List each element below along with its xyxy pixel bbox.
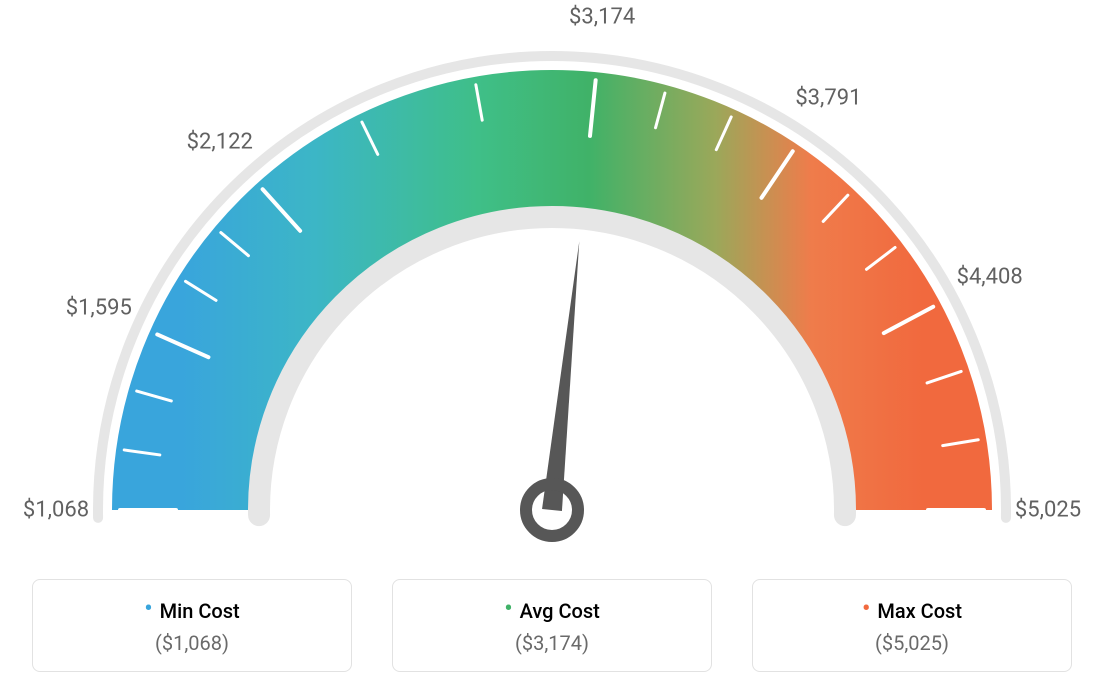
legend-value-avg: ($3,174) <box>393 631 711 655</box>
legend-card-max: • Max Cost ($5,025) <box>752 579 1072 672</box>
gauge-tick-label: $5,025 <box>1015 498 1081 523</box>
legend-label: Max Cost <box>877 599 962 623</box>
gauge-tick-label: $1,595 <box>66 296 132 321</box>
dot-icon: • <box>144 594 152 622</box>
legend-title-max: • Max Cost <box>753 594 1071 623</box>
legend-title-min: • Min Cost <box>33 594 351 623</box>
legend-label: Avg Cost <box>520 599 600 623</box>
gauge-tick-label: $2,122 <box>187 129 253 154</box>
gauge-tick-label: $4,408 <box>957 264 1023 289</box>
legend-title-avg: • Avg Cost <box>393 594 711 623</box>
legend-value-min: ($1,068) <box>33 631 351 655</box>
legend-label: Min Cost <box>160 599 240 623</box>
dot-icon: • <box>504 594 512 622</box>
legend-card-avg: • Avg Cost ($3,174) <box>392 579 712 672</box>
dot-icon: • <box>862 594 870 622</box>
legend-row: • Min Cost ($1,068) • Avg Cost ($3,174) … <box>0 579 1104 672</box>
gauge-tick-label: $1,068 <box>23 498 89 523</box>
gauge-chart: $1,068 $1,595 $2,122 $3,174 $3,791 $4,408 $5,0… <box>0 0 1104 570</box>
gauge-svg <box>0 0 1104 570</box>
legend-card-min: • Min Cost ($1,068) <box>32 579 352 672</box>
gauge-tick-label: $3,791 <box>795 86 861 111</box>
legend-value-max: ($5,025) <box>753 631 1071 655</box>
gauge-tick-label: $3,174 <box>569 4 635 29</box>
